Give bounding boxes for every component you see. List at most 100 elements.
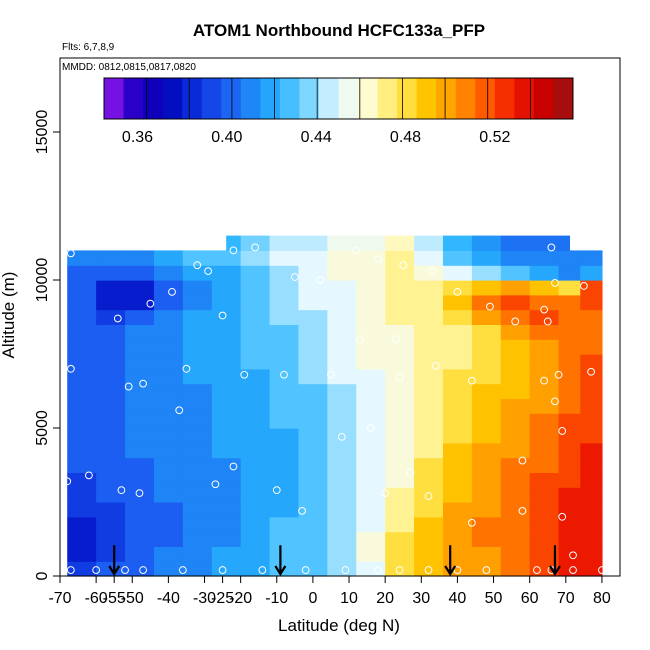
sample-point: [558, 512, 567, 521]
heatmap-cell: [385, 516, 415, 533]
heatmap-cell: [298, 280, 328, 296]
colorbar-swatch: [221, 78, 242, 119]
sample-point: [251, 243, 259, 252]
heatmap-cell: [529, 546, 560, 562]
heatmap-cell: [211, 531, 242, 547]
heatmap-cell: [67, 531, 97, 547]
heatmap-cell: [414, 280, 444, 296]
heatmap-cell: [67, 413, 97, 429]
heatmap-cell: [580, 472, 603, 488]
heatmap-cell: [327, 502, 357, 518]
heatmap-cell: [96, 324, 126, 340]
heatmap-cell: [580, 309, 603, 325]
heatmap-cell: [269, 339, 300, 355]
heatmap-cell: [471, 428, 502, 444]
heatmap-cell: [385, 531, 415, 547]
heatmap-cell: [67, 472, 97, 488]
heatmap-cell: [211, 487, 242, 503]
heatmap-cell: [529, 339, 560, 355]
heatmap-cell: [269, 250, 300, 266]
heatmap-cell: [182, 516, 213, 533]
heatmap-cell: [471, 561, 502, 577]
heatmap-cell: [529, 309, 560, 325]
y-axis: 0 5000 10000 15000: [34, 110, 60, 580]
heatmap-cell: [500, 383, 531, 399]
sample-point: [327, 370, 335, 379]
heatmap-cell: [298, 413, 328, 429]
sample-point: [424, 492, 433, 500]
heatmap-cell: [298, 546, 328, 562]
colorbar-tick-label: 0.48: [390, 129, 421, 146]
heatmap-cell: [500, 354, 531, 370]
sample-point: [124, 382, 133, 391]
heatmap-cell-top: [558, 235, 571, 251]
sample-point: [540, 305, 549, 314]
heatmap-cell: [269, 502, 300, 518]
heatmap-cell: [269, 368, 300, 385]
latitude-arrow: [108, 545, 121, 577]
heatmap-cell: [153, 442, 184, 459]
sample-point: [467, 376, 476, 385]
heatmap-cell: [67, 339, 97, 355]
sample-point: [139, 379, 147, 388]
heatmap-cell: [298, 531, 328, 547]
heatmap-cell: [240, 309, 271, 325]
colorbar-swatch: [533, 78, 554, 119]
heatmap-cell: [240, 354, 271, 370]
heatmap-cell: [414, 339, 444, 355]
heatmap-cell: [356, 250, 386, 266]
sample-point: [569, 551, 577, 560]
sample-point: [135, 489, 144, 498]
colorbar-swatch: [338, 78, 359, 119]
heatmap-cell: [442, 502, 473, 518]
heatmap-cell: [500, 265, 531, 281]
heatmap-cell: [529, 324, 560, 340]
x-tick-label: 70: [557, 590, 575, 607]
sample-point: [424, 566, 433, 574]
heatmap-cell: [414, 516, 444, 533]
heatmap-cell: [298, 368, 328, 385]
heatmap-cell: [529, 472, 560, 488]
heatmap-cell: [442, 250, 473, 266]
heatmap-cell: [580, 516, 603, 533]
sample-point: [175, 406, 184, 415]
heatmap-cell: [327, 516, 357, 533]
heatmap-cell: [153, 324, 184, 340]
heatmap-cell: [67, 354, 97, 370]
heatmap-cell: [414, 250, 444, 266]
heatmap-cell: [558, 265, 581, 281]
sample-point: [92, 566, 101, 574]
heatmap-cell: [182, 413, 213, 429]
heatmap-cell: [500, 487, 531, 503]
heatmap-cell: [182, 502, 213, 518]
sample-point: [204, 267, 213, 276]
heatmap-cell: [529, 280, 560, 296]
sample-point: [218, 311, 227, 320]
heatmap-cell: [125, 339, 155, 355]
colorbar-swatch: [143, 78, 164, 119]
colorbar-swatch: [279, 78, 300, 119]
colorbar-swatch: [455, 78, 476, 119]
latitude-arrow: [444, 545, 457, 577]
heatmap-cell: [529, 383, 560, 399]
heatmap-cell: [356, 294, 386, 311]
heatmap-cell: [529, 413, 560, 429]
heatmap-cell: [96, 428, 126, 444]
heatmap-cell: [327, 339, 357, 355]
heatmap-cell: [269, 516, 300, 533]
heatmap-cell: [298, 324, 328, 340]
heatmap-cell: [125, 280, 155, 296]
heatmap-cell: [125, 502, 155, 518]
heatmap-cell: [414, 324, 444, 340]
heatmap-cell: [96, 413, 126, 429]
heatmap-cell: [153, 516, 184, 533]
sample-point: [558, 427, 567, 435]
x-tick-label: -60: [85, 590, 108, 607]
heatmap-cell: [442, 324, 473, 340]
heatmap-cell: [385, 487, 415, 503]
heatmap-cell: [182, 457, 213, 473]
sample-point: [211, 480, 220, 489]
heatmap-cell: [182, 354, 213, 370]
heatmap-cell: [471, 442, 502, 459]
latitude-arrow: [274, 545, 287, 577]
